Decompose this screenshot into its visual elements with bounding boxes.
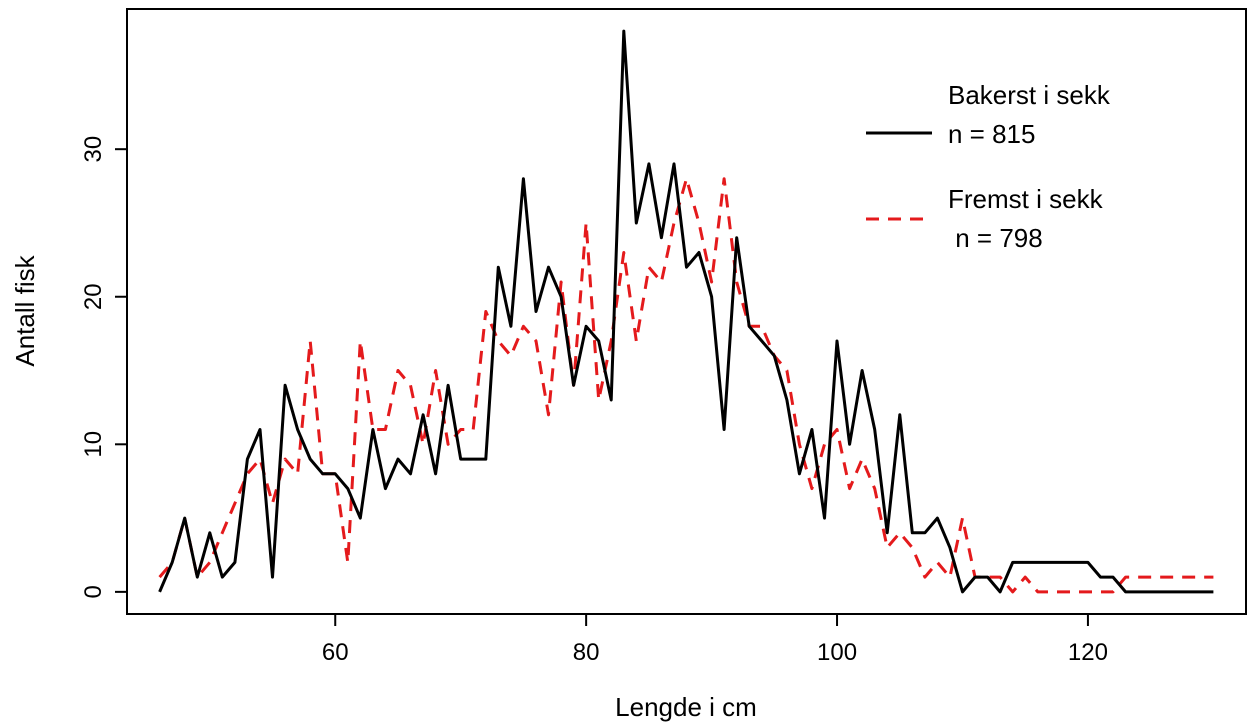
series-line-0 bbox=[158, 29, 1214, 594]
series-line-1 bbox=[158, 177, 1214, 594]
y-axis: 0 10 20 30 bbox=[80, 136, 127, 599]
x-tick-label-80: 80 bbox=[573, 639, 600, 666]
y-tick-label-20: 20 bbox=[80, 283, 107, 310]
plot-frame bbox=[126, 8, 1247, 615]
y-tick-label-10: 10 bbox=[80, 431, 107, 458]
legend-label-bakerst-line1: Bakerst i sekk bbox=[948, 80, 1111, 110]
x-tick-label-60: 60 bbox=[322, 639, 349, 666]
y-tick-label-0: 0 bbox=[80, 585, 107, 598]
legend-label-fremst-line2: n = 798 bbox=[948, 223, 1043, 253]
y-tick-label-30: 30 bbox=[80, 136, 107, 163]
x-tick-label-120: 120 bbox=[1068, 639, 1108, 666]
x-axis: 60 80 100 120 bbox=[322, 614, 1108, 666]
legend: Bakerst i sekk n = 815 Fremst i sekk n =… bbox=[866, 80, 1111, 253]
x-axis-label: Lengde i cm bbox=[615, 692, 757, 722]
x-tick-label-100: 100 bbox=[817, 639, 857, 666]
legend-label-fremst-line1: Fremst i sekk bbox=[948, 184, 1104, 214]
legend-label-bakerst-line2: n = 815 bbox=[948, 119, 1035, 149]
y-axis-label: Antall fisk bbox=[10, 254, 40, 366]
series-layer bbox=[158, 29, 1214, 594]
